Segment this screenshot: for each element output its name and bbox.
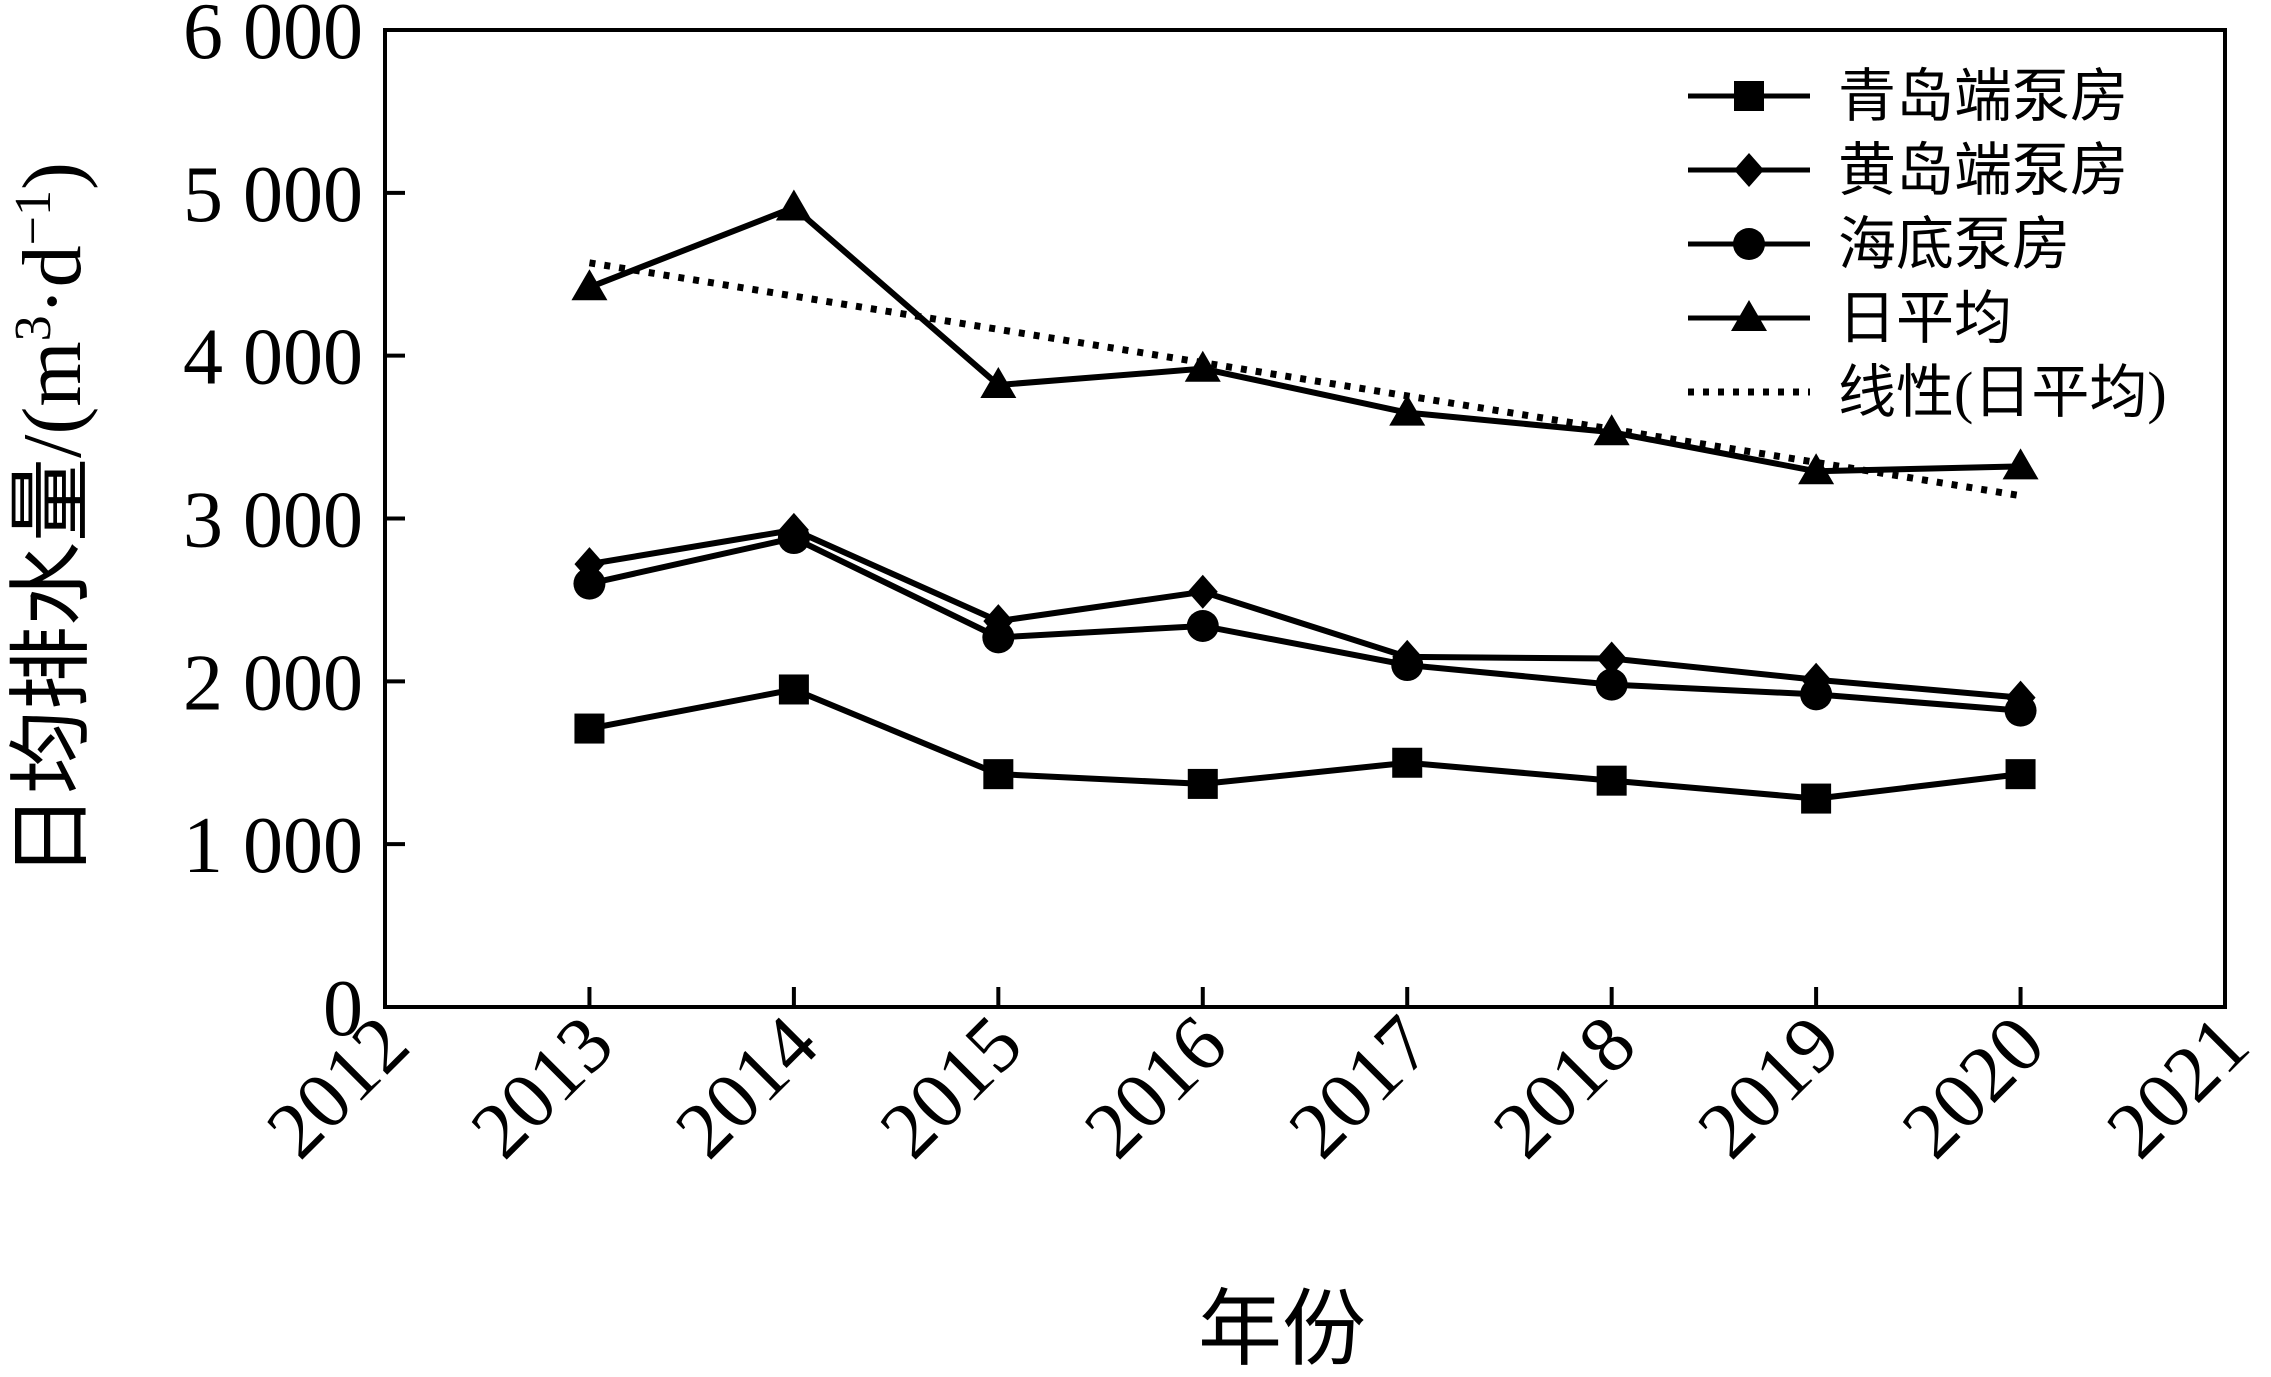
data-point-海底泵房-2017	[1391, 649, 1424, 682]
data-point-日平均-2020	[2002, 448, 2039, 480]
x-tick-label-2021: 2021	[2090, 1000, 2265, 1175]
y-tick-label-2000: 2 000	[183, 639, 363, 727]
data-point-日平均-2019	[1798, 453, 1835, 485]
data-point-日平均-2015	[980, 366, 1017, 398]
data-point-海底泵房-2019	[1800, 678, 1833, 711]
y-tick-label-3000: 3 000	[183, 477, 363, 565]
x-tick-label-2019: 2019	[1681, 1000, 1856, 1175]
y-axis-title: 日均排水量/(m3·d−1)	[5, 162, 99, 878]
data-point-青岛端泵房-2017	[1392, 747, 1423, 778]
legend-marker-日平均	[1731, 300, 1767, 331]
legend-label-日平均: 日平均	[1838, 286, 2012, 351]
data-point-黄岛端泵房-2016	[1187, 574, 1218, 609]
legend-marker-海底泵房	[1733, 228, 1765, 260]
data-point-日平均-2016	[1184, 350, 1221, 382]
legend-marker-黄岛端泵房	[1734, 153, 1764, 187]
data-point-黄岛端泵房-2018	[1596, 641, 1627, 676]
data-point-日平均-2018	[1593, 414, 1630, 446]
y-tick-label-5000: 5 000	[183, 151, 363, 239]
data-point-青岛端泵房-2020	[2005, 759, 2036, 790]
x-tick-label-2013: 2013	[455, 1000, 630, 1175]
x-tick-label-2016: 2016	[1068, 1000, 1243, 1175]
trendline-线性-日平均-	[588, 259, 2022, 500]
series-line-黄岛端泵房	[588, 526, 2021, 701]
data-point-青岛端泵房-2016	[1187, 768, 1218, 799]
data-point-日平均-2013	[571, 269, 608, 301]
data-point-海底泵房-2015	[982, 621, 1015, 654]
x-tick-label-2014: 2014	[659, 1000, 834, 1175]
legend-label-线性-日平均-: 线性(日平均)	[1838, 360, 2167, 425]
series-lines-layer	[588, 204, 2021, 802]
series-line-海底泵房	[588, 534, 2021, 714]
series-line-青岛端泵房	[588, 686, 2021, 802]
y-axis: 0 1 000 2 000 3 000 4 000 5 000 6 000	[183, 0, 405, 1053]
data-point-青岛端泵房-2018	[1596, 765, 1627, 796]
data-point-海底泵房-2013	[573, 567, 606, 600]
y-tick-label-6000: 6 000	[183, 0, 363, 76]
y-tick-label-1000: 1 000	[183, 802, 363, 890]
legend-marker-青岛端泵房	[1734, 81, 1764, 111]
data-point-青岛端泵房-2013	[574, 713, 605, 744]
data-point-海底泵房-2018	[1595, 668, 1628, 701]
trend-layer	[588, 259, 2022, 500]
x-tick-label-2015: 2015	[864, 1000, 1039, 1175]
y-tick-label-0: 0	[323, 965, 363, 1053]
y-tick-label-4000: 4 000	[183, 314, 363, 402]
series-markers-layer	[571, 189, 2039, 814]
data-point-青岛端泵房-2019	[1801, 783, 1832, 814]
x-axis-title: 年份	[1198, 1284, 1366, 1372]
x-axis: 2012 2013 2014 2015 2016 2017 2018 2019 2020 2021	[250, 987, 2266, 1175]
data-point-海底泵房-2020	[2004, 694, 2037, 727]
legend-label-黄岛端泵房: 黄岛端泵房	[1838, 138, 2128, 203]
data-point-日平均-2017	[1389, 394, 1426, 426]
data-point-日平均-2014	[775, 189, 812, 221]
series-line-日平均	[588, 204, 2021, 475]
x-tick-label-2018: 2018	[1477, 1000, 1652, 1175]
data-point-海底泵房-2016	[1186, 609, 1219, 642]
data-point-青岛端泵房-2014	[778, 674, 809, 705]
x-tick-label-2020: 2020	[1886, 1000, 2061, 1175]
x-tick-label-2017: 2017	[1273, 1000, 1448, 1175]
legend-label-青岛端泵房: 青岛端泵房	[1838, 64, 2128, 129]
legend-label-海底泵房: 海底泵房	[1838, 212, 2070, 277]
data-point-青岛端泵房-2015	[983, 759, 1014, 790]
data-point-海底泵房-2014	[777, 522, 810, 555]
